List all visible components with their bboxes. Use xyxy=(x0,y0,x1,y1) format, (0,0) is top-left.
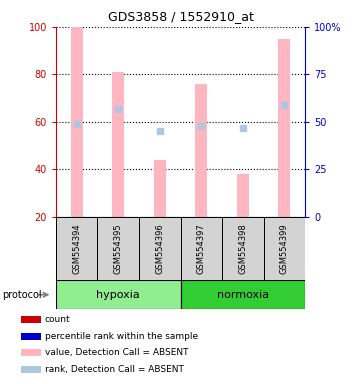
Text: rank, Detection Call = ABSENT: rank, Detection Call = ABSENT xyxy=(45,365,183,374)
Bar xyxy=(278,39,290,217)
Text: GSM554398: GSM554398 xyxy=(238,223,247,274)
Text: percentile rank within the sample: percentile rank within the sample xyxy=(45,332,198,341)
Bar xyxy=(195,84,207,217)
Text: GSM554399: GSM554399 xyxy=(280,223,289,274)
Bar xyxy=(21,349,41,356)
Bar xyxy=(21,366,41,373)
Bar xyxy=(71,27,83,217)
Bar xyxy=(237,174,249,217)
Bar xyxy=(222,217,264,280)
Bar xyxy=(139,217,180,280)
Bar xyxy=(21,316,41,323)
Text: value, Detection Call = ABSENT: value, Detection Call = ABSENT xyxy=(45,348,188,357)
Bar xyxy=(56,280,180,309)
Bar xyxy=(264,217,305,280)
Bar xyxy=(180,280,305,309)
Text: GSM554395: GSM554395 xyxy=(114,223,123,274)
Text: GDS3858 / 1552910_at: GDS3858 / 1552910_at xyxy=(108,10,253,23)
Text: hypoxia: hypoxia xyxy=(96,290,140,300)
Bar xyxy=(180,217,222,280)
Bar xyxy=(56,217,97,280)
Text: GSM554396: GSM554396 xyxy=(155,223,164,274)
Text: GSM554394: GSM554394 xyxy=(72,223,81,274)
Bar xyxy=(112,72,124,217)
Text: count: count xyxy=(45,315,70,324)
Text: normoxia: normoxia xyxy=(217,290,269,300)
Text: GSM554397: GSM554397 xyxy=(197,223,206,274)
Text: protocol: protocol xyxy=(2,290,42,300)
Bar xyxy=(97,217,139,280)
Bar xyxy=(21,333,41,340)
Bar xyxy=(154,160,166,217)
